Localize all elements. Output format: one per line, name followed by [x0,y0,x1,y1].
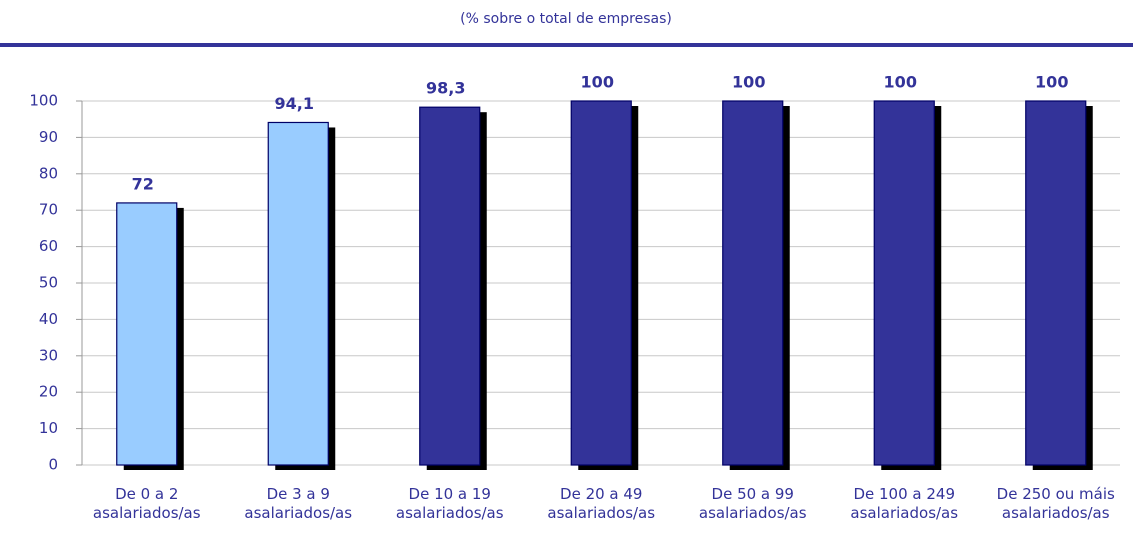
bar [419,106,481,466]
y-tick-label: 10 [39,419,58,437]
bar [116,202,178,466]
bar [570,100,632,466]
x-tick-label: De 250 ou máis asalariados/as [996,485,1115,522]
y-tick-label: 40 [39,310,58,328]
value-label: 100 [884,73,917,92]
bar [873,100,935,466]
bar [1025,100,1087,466]
y-tick-label: 100 [29,92,58,110]
x-tick-label: De 100 a 249 asalariados/as [850,485,959,522]
value-label: 100 [732,73,765,92]
y-tick-label: 70 [39,201,58,219]
value-label: 100 [1035,73,1068,92]
x-tick-label: De 20 a 49 asalariados/as [547,485,656,522]
y-tick-label: 80 [39,164,58,182]
y-tick-label: 20 [39,383,58,401]
y-tick-label: 60 [39,237,58,255]
value-label: 72 [132,174,154,193]
bar [722,100,784,466]
title-rule [0,43,1133,47]
x-tick-label: De 3 a 9 asalariados/as [244,485,353,522]
x-tick-label: De 0 a 2 asalariados/as [92,485,201,522]
value-label: 94,1 [275,94,314,113]
y-tick-label: 50 [39,274,58,292]
x-tick-label: De 50 a 99 asalariados/as [698,485,807,522]
y-tick-label: 30 [39,346,58,364]
value-label: 98,3 [426,79,465,98]
bar [267,121,329,466]
x-tick-label: De 10 a 19 asalariados/as [395,485,504,522]
chart-title: (% sobre o total de empresas) [460,11,672,27]
y-tick-label: 90 [39,128,58,146]
value-label: 100 [581,73,614,92]
y-tick-label: 0 [48,456,58,474]
